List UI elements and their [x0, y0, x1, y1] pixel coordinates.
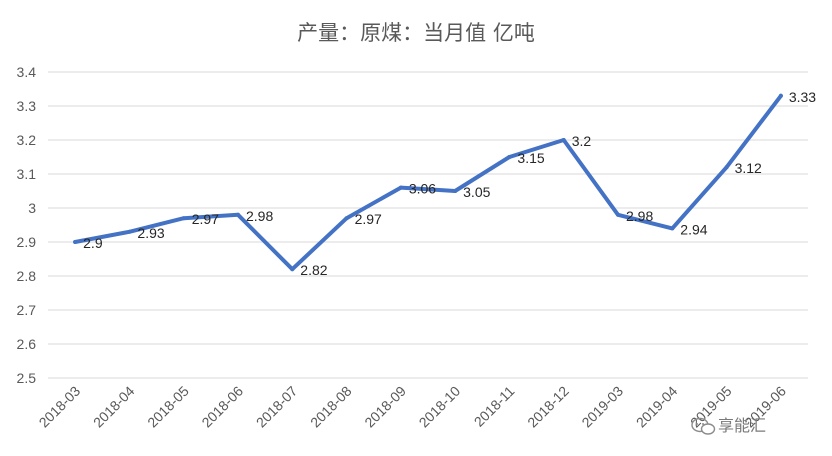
data-label: 2.98 [246, 208, 273, 224]
data-label: 3.05 [463, 184, 490, 200]
x-axis-ticks: 2018-03 2018-04 2018-05 2018-06 2018-07 2018-… [36, 383, 790, 431]
data-point [561, 138, 566, 142]
data-point [670, 226, 675, 231]
wechat-icon [691, 417, 716, 435]
y-axis-ticks: 2.5 2.6 2.7 2.8 2.9 3 3.1 3.2 3.3 3.4 [17, 64, 37, 386]
data-label: 2.9 [83, 235, 103, 251]
y-tick-label: 2.7 [17, 302, 37, 318]
x-tick-label: 2018-07 [253, 383, 301, 431]
data-label: 3.06 [409, 181, 436, 197]
data-label: 2.97 [355, 211, 382, 227]
y-tick-label: 2.8 [17, 268, 37, 284]
data-point [290, 267, 295, 272]
watermark: 享能汇 [691, 416, 766, 435]
data-point [398, 185, 403, 190]
x-tick-label: 2018-08 [307, 383, 355, 431]
data-point [616, 212, 620, 217]
y-tick-label: 3.4 [17, 64, 37, 80]
data-label: 2.94 [680, 221, 707, 237]
data-point [127, 229, 132, 234]
data-point [453, 189, 458, 193]
y-tick-label: 2.5 [17, 370, 37, 386]
x-tick-label: 2018-12 [524, 383, 572, 431]
y-tick-label: 3.1 [17, 166, 37, 182]
x-tick-label: 2018-05 [144, 383, 192, 431]
data-label: 2.93 [137, 225, 164, 241]
x-tick-label: 2018-11 [471, 383, 518, 430]
gridlines [48, 71, 808, 379]
chart-title: 产量：原煤：当月值 亿吨 [297, 21, 535, 45]
data-point [73, 240, 78, 244]
y-tick-label: 2.9 [17, 234, 37, 250]
data-point [778, 93, 783, 98]
data-point [181, 216, 186, 221]
data-label: 3.33 [789, 89, 816, 105]
data-label: 3.15 [517, 150, 544, 166]
y-tick-label: 2.6 [17, 336, 37, 352]
x-tick-label: 2018-04 [90, 383, 138, 431]
data-label: 2.97 [192, 211, 219, 227]
x-tick-label: 2018-03 [36, 383, 84, 431]
y-tick-label: 3.3 [17, 98, 37, 114]
x-tick-label: 2018-06 [198, 383, 246, 431]
data-point [507, 155, 512, 159]
watermark-text: 享能汇 [718, 416, 766, 435]
x-tick-label: 2018-10 [416, 383, 464, 431]
data-label: 2.82 [300, 262, 327, 278]
data-label: 3.2 [572, 133, 592, 149]
x-tick-label: 2019-03 [578, 383, 626, 431]
x-tick-label: 2019-04 [633, 383, 681, 431]
data-point [236, 212, 240, 217]
series-group [73, 93, 783, 272]
x-tick-label: 2018-09 [361, 383, 409, 431]
data-labels: 2.9 2.93 2.97 2.98 2.82 2.97 3.06 3.05 3.15 3.2 2.… [83, 89, 816, 278]
data-label: 2.98 [626, 208, 653, 224]
data-label: 3.12 [735, 160, 762, 176]
series-line [73, 93, 783, 272]
y-tick-label: 3.2 [17, 132, 37, 148]
data-point [724, 165, 729, 170]
data-point [344, 216, 349, 221]
y-tick-label: 3 [28, 200, 36, 216]
